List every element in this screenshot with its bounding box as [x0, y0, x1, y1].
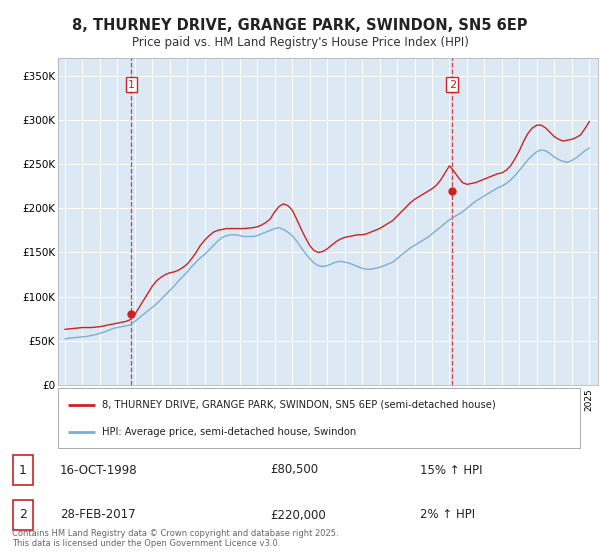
Text: 1: 1	[128, 80, 135, 90]
FancyBboxPatch shape	[58, 388, 580, 448]
FancyBboxPatch shape	[13, 455, 33, 486]
Text: 15% ↑ HPI: 15% ↑ HPI	[420, 464, 482, 477]
Text: 2: 2	[19, 508, 27, 521]
Text: Contains HM Land Registry data © Crown copyright and database right 2025.
This d: Contains HM Land Registry data © Crown c…	[12, 529, 338, 548]
Text: 2: 2	[449, 80, 456, 90]
Text: HPI: Average price, semi-detached house, Swindon: HPI: Average price, semi-detached house,…	[103, 427, 356, 437]
FancyBboxPatch shape	[13, 500, 33, 530]
Text: £220,000: £220,000	[270, 508, 326, 521]
Text: Price paid vs. HM Land Registry's House Price Index (HPI): Price paid vs. HM Land Registry's House …	[131, 36, 469, 49]
Text: 8, THURNEY DRIVE, GRANGE PARK, SWINDON, SN5 6EP: 8, THURNEY DRIVE, GRANGE PARK, SWINDON, …	[72, 18, 528, 33]
Text: 8, THURNEY DRIVE, GRANGE PARK, SWINDON, SN5 6EP (semi-detached house): 8, THURNEY DRIVE, GRANGE PARK, SWINDON, …	[103, 400, 496, 410]
Text: 28-FEB-2017: 28-FEB-2017	[60, 508, 136, 521]
Text: 16-OCT-1998: 16-OCT-1998	[60, 464, 137, 477]
Text: 1: 1	[19, 464, 27, 477]
Text: £80,500: £80,500	[270, 464, 318, 477]
Text: 2% ↑ HPI: 2% ↑ HPI	[420, 508, 475, 521]
